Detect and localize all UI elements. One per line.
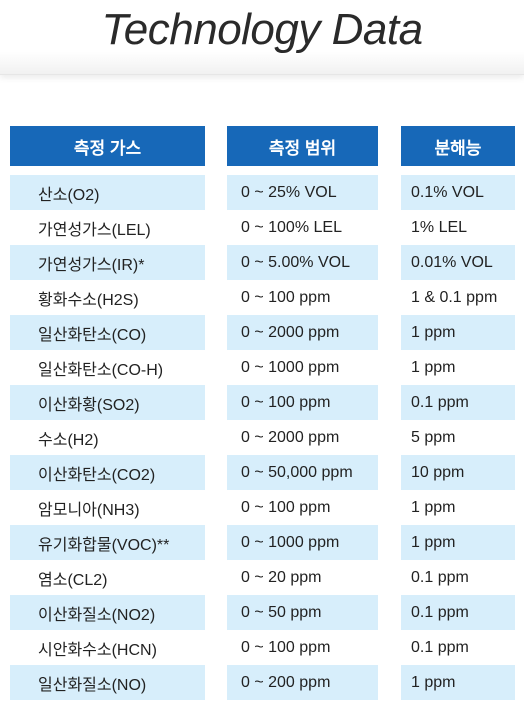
gas-cell: 일산화탄소(CO) bbox=[10, 315, 205, 350]
resolution-cell: 0.1% VOL bbox=[401, 175, 515, 210]
table-row: 유기화합물(VOC)** 0 ~ 1000 ppm 1 ppm bbox=[0, 525, 524, 560]
resolution-cell: 1 ppm bbox=[401, 665, 515, 700]
title-band: Technology Data bbox=[0, 0, 524, 75]
gas-cell: 시안화수소(HCN) bbox=[38, 641, 157, 659]
resolution-cell: 1% LEL bbox=[411, 218, 468, 236]
range-cell: 0 ~ 2000 ppm bbox=[241, 428, 340, 446]
gas-cell: 수소(H2) bbox=[38, 431, 99, 449]
table-row: 시안화수소(HCN) 0 ~ 100 ppm 0.1 ppm bbox=[0, 630, 524, 665]
resolution-cell: 0.1 ppm bbox=[411, 568, 469, 586]
table-row: 일산화질소(NO) 0 ~ 200 ppm 1 ppm bbox=[0, 665, 524, 700]
range-cell: 0 ~ 5.00% VOL bbox=[227, 245, 378, 280]
table-row: 산소(O2) 0 ~ 25% VOL 0.1% VOL bbox=[0, 175, 524, 210]
resolution-cell: 10 ppm bbox=[401, 455, 515, 490]
data-table: 산소(O2) 0 ~ 25% VOL 0.1% VOL 가연성가스(LEL) 0 ~ 1… bbox=[0, 175, 524, 700]
table-row: 황화수소(H2S) 0 ~ 100 ppm 1 & 0.1 ppm bbox=[0, 280, 524, 315]
table-row: 수소(H2) 0 ~ 2000 ppm 5 ppm bbox=[0, 420, 524, 455]
table-row: 가연성가스(IR)* 0 ~ 5.00% VOL 0.01% VOL bbox=[0, 245, 524, 280]
gas-cell: 암모니아(NH3) bbox=[38, 501, 140, 519]
gas-cell: 황화수소(H2S) bbox=[38, 291, 139, 309]
resolution-cell: 1 ppm bbox=[401, 315, 515, 350]
header-range: 측정 범위 bbox=[227, 126, 378, 166]
table-row: 일산화탄소(CO-H) 0 ~ 1000 ppm 1 ppm bbox=[0, 350, 524, 385]
page-title: Technology Data bbox=[101, 5, 423, 54]
table-row: 이산화탄소(CO2) 0 ~ 50,000 ppm 10 ppm bbox=[0, 455, 524, 490]
gas-cell: 산소(O2) bbox=[10, 175, 205, 210]
range-cell: 0 ~ 100 ppm bbox=[227, 385, 378, 420]
range-cell: 0 ~ 100% LEL bbox=[241, 218, 342, 236]
resolution-cell: 1 ppm bbox=[411, 358, 456, 376]
table-row: 암모니아(NH3) 0 ~ 100 ppm 1 ppm bbox=[0, 490, 524, 525]
range-cell: 0 ~ 20 ppm bbox=[241, 568, 322, 586]
gas-cell: 유기화합물(VOC)** bbox=[10, 525, 205, 560]
table-row: 염소(CL2) 0 ~ 20 ppm 0.1 ppm bbox=[0, 560, 524, 595]
gas-cell: 이산화탄소(CO2) bbox=[10, 455, 205, 490]
header-resolution: 분해능 bbox=[401, 126, 515, 166]
resolution-cell: 0.1 ppm bbox=[401, 595, 515, 630]
range-cell: 0 ~ 100 ppm bbox=[241, 638, 331, 656]
gas-cell: 이산화질소(NO2) bbox=[10, 595, 205, 630]
gas-cell: 일산화질소(NO) bbox=[10, 665, 205, 700]
resolution-cell: 0.1 ppm bbox=[411, 638, 469, 656]
gas-cell: 이산화황(SO2) bbox=[10, 385, 205, 420]
resolution-cell: 1 ppm bbox=[401, 525, 515, 560]
header-gas: 측정 가스 bbox=[10, 126, 205, 166]
gas-cell: 가연성가스(IR)* bbox=[10, 245, 205, 280]
range-cell: 0 ~ 1000 ppm bbox=[241, 358, 340, 376]
range-cell: 0 ~ 50,000 ppm bbox=[227, 455, 378, 490]
range-cell: 0 ~ 1000 ppm bbox=[227, 525, 378, 560]
range-cell: 0 ~ 100 ppm bbox=[241, 498, 331, 516]
resolution-cell: 0.1 ppm bbox=[401, 385, 515, 420]
range-cell: 0 ~ 50 ppm bbox=[227, 595, 378, 630]
resolution-cell: 0.01% VOL bbox=[401, 245, 515, 280]
table-row: 일산화탄소(CO) 0 ~ 2000 ppm 1 ppm bbox=[0, 315, 524, 350]
table-row: 이산화질소(NO2) 0 ~ 50 ppm 0.1 ppm bbox=[0, 595, 524, 630]
gas-cell: 가연성가스(LEL) bbox=[38, 221, 151, 239]
gas-cell: 일산화탄소(CO-H) bbox=[38, 361, 164, 379]
gas-cell: 염소(CL2) bbox=[38, 571, 108, 589]
table-row: 이산화황(SO2) 0 ~ 100 ppm 0.1 ppm bbox=[0, 385, 524, 420]
range-cell: 0 ~ 25% VOL bbox=[227, 175, 378, 210]
resolution-cell: 1 ppm bbox=[411, 498, 456, 516]
range-cell: 0 ~ 2000 ppm bbox=[227, 315, 378, 350]
resolution-cell: 5 ppm bbox=[411, 428, 456, 446]
resolution-cell: 1 & 0.1 ppm bbox=[411, 288, 498, 306]
range-cell: 0 ~ 200 ppm bbox=[227, 665, 378, 700]
table-row: 가연성가스(LEL) 0 ~ 100% LEL 1% LEL bbox=[0, 210, 524, 245]
range-cell: 0 ~ 100 ppm bbox=[241, 288, 331, 306]
